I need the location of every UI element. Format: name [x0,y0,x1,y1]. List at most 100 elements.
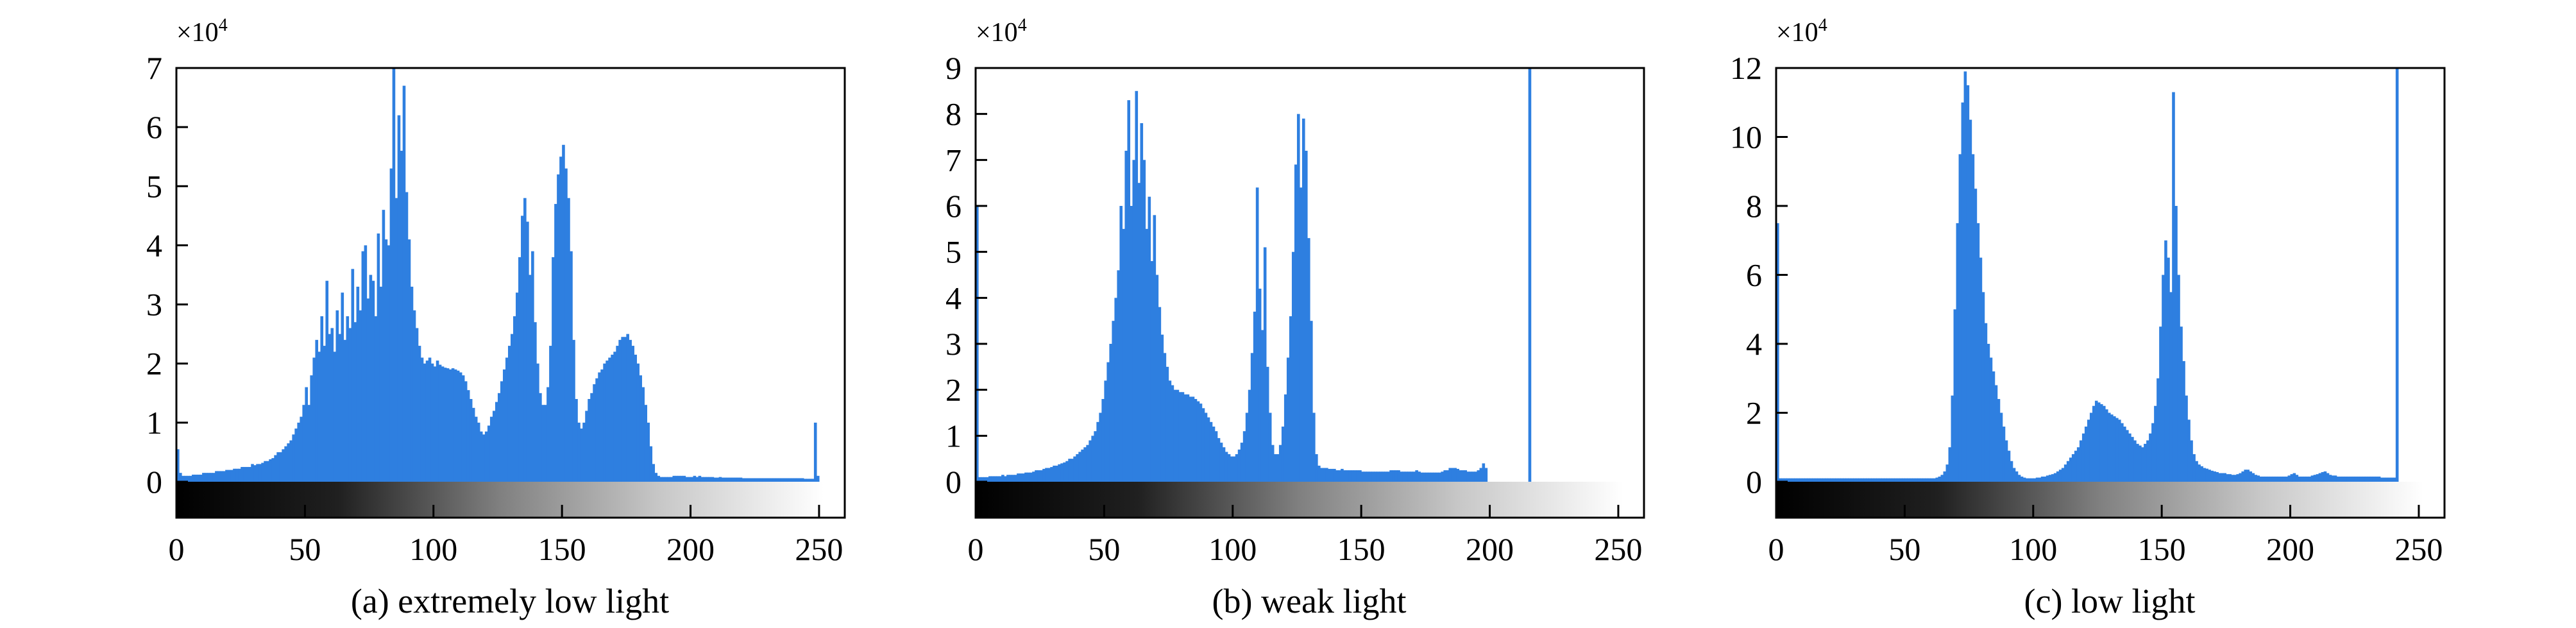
histogram-bar [1012,475,1015,482]
histogram-bar [500,381,504,482]
histogram-bar [418,346,421,482]
histogram-bar [1922,478,1926,482]
histogram-bar [1014,475,1017,482]
histogram-bar [1294,164,1298,482]
histogram-bar [492,411,496,482]
histogram-bar [1237,449,1241,482]
histogram-bar [1165,366,1169,482]
histogram-bar [325,280,329,482]
histogram-bar [184,475,187,482]
histogram-bar [595,378,598,482]
histogram-bar [729,477,733,482]
histogram-bar [1866,478,1869,482]
histogram-bar [1122,228,1126,482]
histogram-bar [644,405,648,482]
histogram-bar [1299,187,1303,482]
histogram-bar [294,429,298,482]
histogram-bar [2280,476,2284,482]
histogram-bar [639,375,642,482]
histogram-bar [611,354,614,482]
histogram-bar [1840,478,1843,482]
histogram-bar [497,393,501,482]
histogram-bar [1436,472,1439,482]
histogram-bar [562,144,565,482]
histogram-bar [2136,443,2139,482]
histogram-bar [2254,475,2258,482]
histogram-bar [1078,452,1081,482]
histogram-bar [318,352,321,482]
histogram-bar [2223,473,2226,482]
histogram-bar [477,422,480,482]
histogram-bar [2375,476,2378,482]
histogram-bar [552,257,555,482]
histogram-bar [1017,473,1020,482]
histogram-bar [1963,71,1967,482]
histogram-bar [1304,151,1308,482]
histogram-bar [2210,470,2214,482]
histogram-bar [2192,454,2196,482]
histogram-bar [1240,443,1244,482]
histogram-bar [1055,465,1058,482]
histogram-bar [1135,90,1139,482]
histogram-bar [2287,475,2291,482]
histogram-bar [1917,478,1921,482]
histogram-bar [770,478,774,482]
histogram-bar [2267,476,2271,482]
histogram-bar [2393,477,2396,482]
histogram-bar [1217,437,1221,482]
histogram-bar [361,251,365,482]
histogram-bar [433,366,437,482]
histogram-bar [1117,270,1121,482]
histogram-bar [1781,478,1784,482]
histogram-bar [988,476,992,482]
histogram-bar [1384,471,1387,482]
histogram-bar [2087,420,2090,482]
histogram-bar [2290,474,2294,482]
histogram-bar [2208,470,2211,482]
histogram-bar [192,474,195,482]
histogram-bar [2053,473,2057,482]
histogram-bar [2216,471,2219,482]
histogram-bar [2139,445,2142,482]
histogram-bar [1366,471,1369,482]
histogram-bar [1974,189,1978,482]
histogram-bar [251,464,254,482]
histogram-bar [2126,430,2129,482]
histogram-bar [2382,477,2386,482]
histogram-bar [523,198,527,482]
histogram-bar [1858,478,1861,482]
x-tick-label: 0 [968,531,984,567]
histogram-bar [2056,471,2060,482]
histogram-bar [2105,409,2108,482]
histogram-bar [2236,474,2239,482]
panel-c-colorbar [1776,482,2423,518]
panel-c-ticks: 0 50 100 150 200 250 0 2 4 6 8 10 12 [1730,50,2443,567]
histogram-bar [801,478,804,482]
histogram-bar [744,478,748,482]
histogram-bar [1341,468,1344,482]
histogram-bar [1037,470,1040,482]
histogram-bar [2385,477,2389,482]
histogram-bar [1925,478,1929,482]
histogram-bar [1291,251,1295,482]
histogram-bar [1009,475,1012,482]
histogram-bar [1446,470,1450,482]
histogram-bar [2249,471,2253,482]
histogram-bar [1006,475,1010,482]
histogram-bar [1199,403,1203,482]
histogram-bar [1155,275,1159,482]
histogram-bar [348,328,352,482]
histogram-bar [1271,445,1275,482]
histogram-bar [2092,405,2096,482]
histogram-bar [1994,385,1998,482]
x-tick-label: 50 [289,531,321,567]
histogram-bar [739,477,743,482]
histogram-bar [1219,443,1223,482]
histogram-bar [1050,467,1053,482]
histogram-bar [1958,154,1962,482]
histogram-bar [1320,468,1323,482]
histogram-bar [688,477,691,482]
histogram-bar [379,286,383,482]
histogram-bar [479,431,483,482]
histogram-bar [1377,471,1380,482]
